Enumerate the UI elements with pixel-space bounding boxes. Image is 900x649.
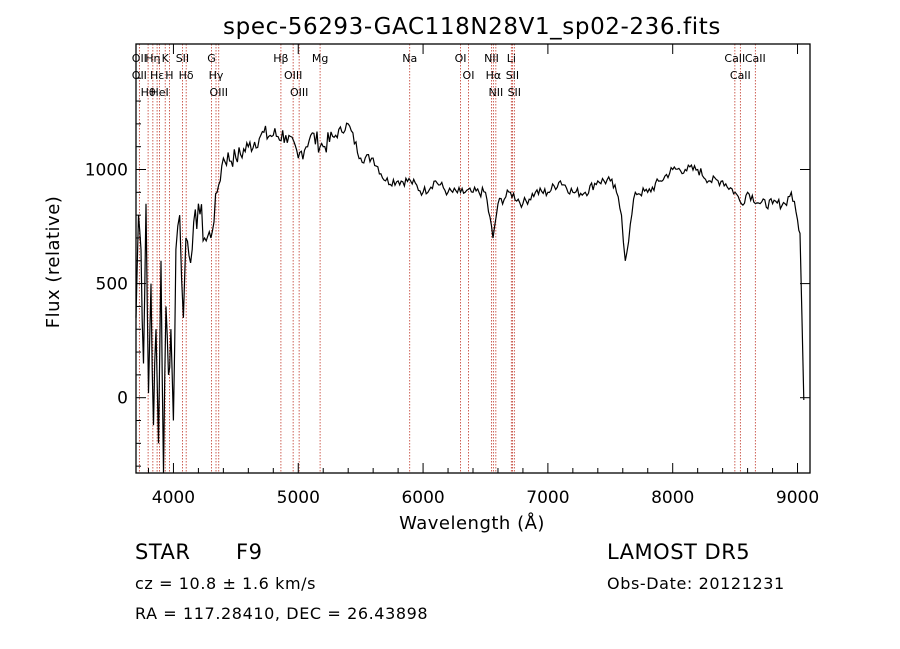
line-marker-label: Mg	[312, 52, 328, 65]
x-tick-label: 9000	[776, 488, 819, 508]
line-marker-label: Li	[507, 52, 516, 65]
line-marker-label: HeI	[150, 86, 168, 99]
line-marker-label: OIII	[290, 86, 308, 99]
object-class: STAR	[135, 540, 191, 564]
chart-title: spec-56293-GAC118N28V1_sp02-236.fits	[223, 14, 721, 40]
y-tick-label: 0	[117, 389, 128, 409]
line-marker-label: CaII	[724, 52, 745, 65]
line-marker-label: K	[162, 52, 170, 65]
line-marker-label: Hβ	[273, 52, 288, 65]
line-marker-label: OIII	[210, 86, 228, 99]
line-marker-labels: OIIOIIHθHηHεHeIKHSIIHδGHγOIIIHβOIIIOIIIM…	[132, 52, 766, 99]
line-marker-label: Hθ	[141, 86, 156, 99]
line-markers	[138, 44, 756, 473]
y-axis-label: Flux (relative)	[43, 196, 64, 329]
y-axis: 0 500 1000	[85, 77, 810, 467]
line-marker-label: H	[165, 69, 173, 82]
survey-name: LAMOST DR5	[607, 540, 751, 564]
line-marker-label: SII	[506, 69, 519, 82]
plot-frame	[135, 43, 811, 474]
line-marker-label: SII	[176, 52, 189, 65]
x-tick-label: 6000	[401, 488, 444, 508]
x-axis: 4000 5000 6000 7000 8000 9000	[147, 44, 819, 508]
line-marker-label: SII	[508, 86, 521, 99]
redshift-text: cz = 10.8 ± 1.6 km/s	[135, 574, 317, 593]
line-marker-label: OIII	[284, 69, 302, 82]
x-tick-label: 7000	[526, 488, 569, 508]
line-marker-label: NII	[488, 86, 503, 99]
observation-date: Obs-Date: 20121231	[607, 574, 785, 593]
line-marker-label: G	[207, 52, 216, 65]
line-marker-label: NII	[484, 52, 499, 65]
line-marker-label: Hα	[486, 69, 502, 82]
y-tick-label: 1000	[85, 161, 128, 181]
line-marker-label: Hγ	[209, 69, 224, 82]
line-marker-label: OI	[463, 69, 475, 82]
x-tick-label: 5000	[277, 488, 320, 508]
line-marker-label: CaII	[745, 52, 766, 65]
line-marker-label: OI	[455, 52, 467, 65]
object-subclass: F9	[236, 540, 263, 564]
line-marker-label: Hη	[145, 52, 160, 65]
y-tick-label: 500	[96, 275, 128, 295]
x-tick-label: 8000	[651, 488, 694, 508]
line-marker-label: OII	[132, 69, 147, 82]
line-marker-label: Hδ	[179, 69, 194, 82]
x-axis-label: Wavelength (Å)	[399, 512, 545, 534]
x-tick-label: 4000	[152, 488, 195, 508]
spectrum-line	[135, 122, 805, 474]
line-marker-label: Na	[402, 52, 417, 65]
line-marker-label: CaII	[730, 69, 751, 82]
coordinates-text: RA = 117.28410, DEC = 26.43898	[135, 604, 429, 623]
line-marker-label: Hε	[150, 69, 164, 82]
